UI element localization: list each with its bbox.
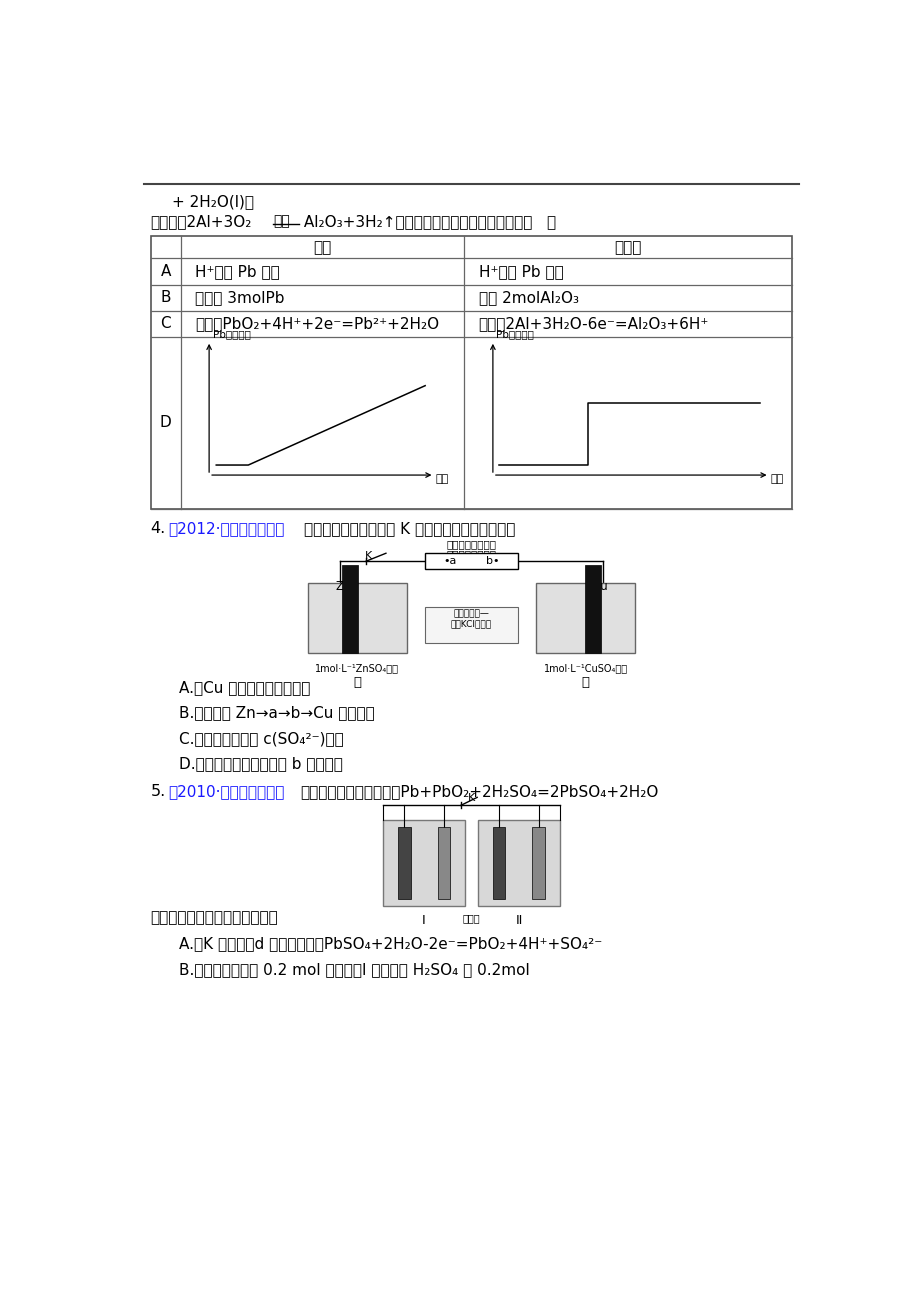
FancyBboxPatch shape <box>307 583 407 654</box>
Bar <box>382 820 465 906</box>
Text: K: K <box>364 551 371 561</box>
Text: A.　Cu 电极上发生还原反应: A. Cu 电极上发生还原反应 <box>179 681 311 695</box>
Text: D: D <box>160 415 171 431</box>
Text: A: A <box>160 264 171 279</box>
Text: K: K <box>468 793 474 803</box>
Text: 每消耗 3molPb: 每消耗 3molPb <box>195 290 284 305</box>
Text: 饱和KCl溶液）: 饱和KCl溶液） <box>450 620 492 629</box>
Text: 5.: 5. <box>151 784 165 799</box>
Text: 电解池：2Al+3O₂: 电解池：2Al+3O₂ <box>151 215 252 229</box>
Text: 用饱和碳酸钠、酚: 用饱和碳酸钠、酚 <box>446 539 496 549</box>
Text: Al₂O₃+3H₂↑电解过程中，以下判断正确的是（   ）: Al₂O₃+3H₂↑电解过程中，以下判断正确的是（ ） <box>299 215 555 229</box>
Bar <box>151 237 791 509</box>
Text: Cu: Cu <box>591 581 607 594</box>
Text: 铅蓄电池的工作原理为：Pb+PbO₂+2H₂SO₄=2PbSO₄+2H₂O: 铅蓄电池的工作原理为：Pb+PbO₂+2H₂SO₄=2PbSO₄+2H₂O <box>300 784 658 799</box>
Text: B: B <box>160 290 171 305</box>
Text: 电解池: 电解池 <box>614 240 641 255</box>
Text: B.　当电路中转移 0.2 mol 电子时，Ⅰ 中消耗的 H₂SO₄ 为 0.2mol: B. 当电路中转移 0.2 mol 电子时，Ⅰ 中消耗的 H₂SO₄ 为 0.2… <box>179 962 529 978</box>
Bar <box>425 553 517 569</box>
Text: 4.: 4. <box>151 521 165 536</box>
Text: Zn: Zn <box>335 581 350 594</box>
Text: C: C <box>160 316 171 331</box>
Bar <box>342 565 357 654</box>
Text: H⁺移向 Pb 电极: H⁺移向 Pb 电极 <box>478 264 562 279</box>
Text: 甲: 甲 <box>353 676 361 689</box>
Text: b•: b• <box>485 556 499 566</box>
Text: 乙: 乙 <box>581 676 589 689</box>
Text: 酞溶液浸湿的滤纸: 酞溶液浸湿的滤纸 <box>446 549 496 560</box>
Text: Ⅱ: Ⅱ <box>516 914 522 927</box>
Text: + 2H₂O(l)；: + 2H₂O(l)； <box>172 194 254 210</box>
Bar <box>477 820 560 906</box>
Text: 盐桥（琼脂—: 盐桥（琼脂— <box>453 609 489 618</box>
Text: Ⅰ: Ⅰ <box>422 914 425 927</box>
Text: 时间: 时间 <box>436 474 448 484</box>
Bar <box>397 827 410 900</box>
Text: A.　K 闭合时，d 电极反应式：PbSO₄+2H₂O-2e⁻=PbO₂+4H⁺+SO₄²⁻: A. K 闭合时，d 电极反应式：PbSO₄+2H₂O-2e⁻=PbO₂+4H⁺… <box>179 936 602 952</box>
Text: （2010·全国高考真题）: （2010·全国高考真题） <box>168 784 285 799</box>
Text: Pb电极质量: Pb电极质量 <box>496 329 534 339</box>
Text: 1mol·L⁻¹CuSO₄溶液: 1mol·L⁻¹CuSO₄溶液 <box>543 664 627 673</box>
FancyBboxPatch shape <box>535 583 635 654</box>
Text: •a: •a <box>443 556 457 566</box>
Bar <box>492 827 505 900</box>
Text: Pb电极质量: Pb电极质量 <box>212 329 250 339</box>
Bar <box>437 827 450 900</box>
Text: 研读右图，下列判断不正确的是: 研读右图，下列判断不正确的是 <box>151 910 278 926</box>
Text: 初始态: 初始态 <box>462 914 480 923</box>
Text: 将下图所示实验装置的 K 闭合，下列判断正确的是: 将下图所示实验装置的 K 闭合，下列判断正确的是 <box>303 521 515 536</box>
Text: 1mol·L⁻¹ZnSO₄溶液: 1mol·L⁻¹ZnSO₄溶液 <box>315 664 399 673</box>
Text: D.　片刻后可观察到滤纸 b 点变红色: D. 片刻后可观察到滤纸 b 点变红色 <box>179 755 343 771</box>
Text: B.　电子沿 Zn→a→b→Cu 路径流动: B. 电子沿 Zn→a→b→Cu 路径流动 <box>179 706 375 720</box>
Text: 阳极：2Al+3H₂O-6e⁻=Al₂O₃+6H⁺: 阳极：2Al+3H₂O-6e⁻=Al₂O₃+6H⁺ <box>478 316 709 331</box>
Text: 时间: 时间 <box>770 474 783 484</box>
Text: H⁺移向 Pb 电极: H⁺移向 Pb 电极 <box>195 264 279 279</box>
Bar <box>584 565 600 654</box>
Text: C.　片刻后甲池中 c(SO₄²⁻)增大: C. 片刻后甲池中 c(SO₄²⁻)增大 <box>179 730 344 746</box>
Text: 电池: 电池 <box>313 240 331 255</box>
Bar <box>425 607 517 643</box>
Text: 通电: 通电 <box>273 215 289 228</box>
Text: 正极：PbO₂+4H⁺+2e⁻=Pb²⁺+2H₂O: 正极：PbO₂+4H⁺+2e⁻=Pb²⁺+2H₂O <box>195 316 438 331</box>
Text: （2012·福建高考真题）: （2012·福建高考真题） <box>168 521 285 536</box>
Text: 生成 2molAl₂O₃: 生成 2molAl₂O₃ <box>478 290 578 305</box>
Bar <box>532 827 545 900</box>
